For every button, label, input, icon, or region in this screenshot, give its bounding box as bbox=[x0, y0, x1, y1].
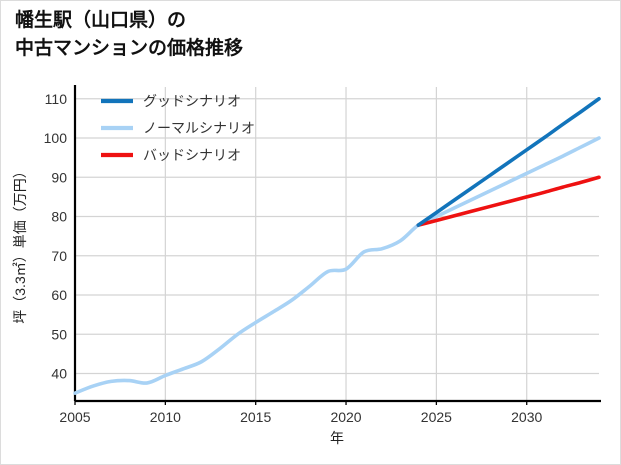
series-line-グッドシナリオ bbox=[416, 96, 601, 227]
y-axis-label: 坪（3.3㎡）単価（万円） bbox=[12, 164, 28, 323]
y-axis-tick-labels: 40 50 60 70 80 90 100 110 bbox=[44, 91, 68, 382]
x-axis-label: 年 bbox=[330, 430, 344, 446]
y-tick-label: 50 bbox=[51, 326, 67, 342]
x-tick-label: 2025 bbox=[421, 409, 452, 425]
page-title: 幡生駅（山口県）の 中古マンションの価格推移 bbox=[15, 10, 244, 59]
y-tick-label: 40 bbox=[51, 366, 67, 382]
x-tick-label: 2010 bbox=[150, 409, 181, 425]
x-tick-label: 2030 bbox=[511, 409, 542, 425]
y-tick-label: 80 bbox=[51, 209, 67, 225]
x-tick-label: 2020 bbox=[330, 409, 361, 425]
series-line-バッドシナリオ bbox=[416, 175, 601, 227]
y-tick-label: 70 bbox=[51, 248, 67, 264]
svg-text:坪（3.3㎡）単価（万円）: 坪（3.3㎡）単価（万円） bbox=[12, 164, 28, 323]
x-tick-label: 2005 bbox=[59, 409, 90, 425]
x-axis-tick-labels: 2005 2010 2015 2020 2025 2030 bbox=[59, 409, 542, 425]
legend-label: ノーマルシナリオ bbox=[143, 120, 255, 136]
gridlines bbox=[74, 87, 599, 401]
y-tick-label: 60 bbox=[51, 287, 67, 303]
legend-label: グッドシナリオ bbox=[143, 93, 241, 109]
y-tick-label: 110 bbox=[45, 91, 68, 107]
x-tick-label: 2015 bbox=[240, 409, 271, 425]
data-series-group bbox=[73, 96, 601, 395]
series-line-ノーマルシナリオ bbox=[73, 136, 601, 395]
legend-label: バッドシナリオ bbox=[143, 147, 241, 163]
y-tick-label: 100 bbox=[44, 130, 68, 146]
y-tick-label: 90 bbox=[51, 169, 67, 185]
